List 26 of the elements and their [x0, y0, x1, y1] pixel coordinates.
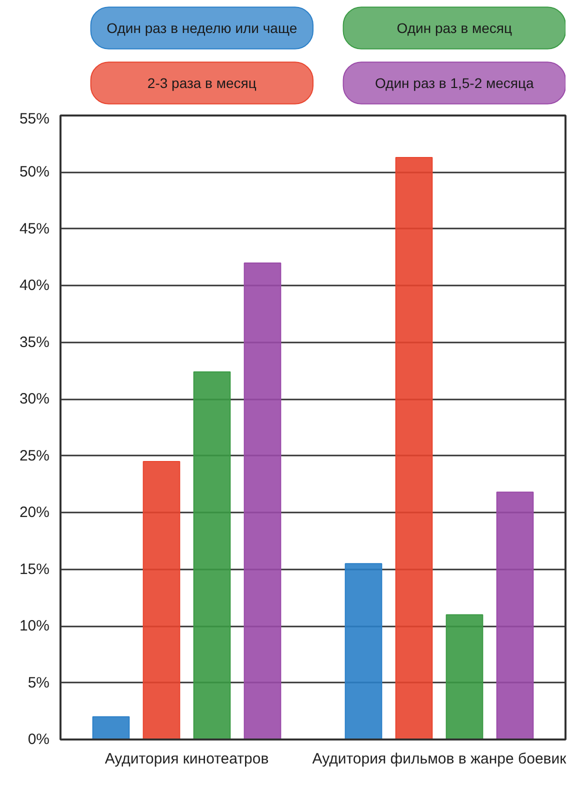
y-tick-label: 30% [19, 390, 50, 408]
x-tick-label: Аудитория кинотеатров [104, 750, 269, 768]
bar [395, 156, 433, 740]
y-tick-label: 10% [19, 618, 50, 635]
y-tick-label: 35% [19, 334, 50, 351]
y-tick-label: 55% [19, 110, 50, 128]
y-tick-label: 50% [19, 164, 50, 181]
bar [244, 262, 282, 740]
bar [142, 461, 180, 740]
y-tick-label: 0% [28, 731, 50, 748]
text: Один раз в неделю или чаще [106, 20, 298, 36]
y-tick-label: 45% [19, 220, 50, 238]
y-tick-label: 5% [28, 674, 50, 692]
y-tick-label: 15% [19, 560, 50, 578]
y-tick-label: 40% [19, 277, 50, 294]
text: Один раз в месяц [396, 20, 512, 36]
bar [446, 614, 484, 740]
text: 2-3 раза в месяц [147, 75, 256, 91]
bar [344, 563, 382, 740]
bar [496, 492, 534, 740]
bar [193, 371, 231, 740]
x-tick-label: Аудитория фильмов в жанре боевик [312, 750, 567, 768]
y-tick-label: 20% [19, 504, 50, 522]
y-tick-label: 25% [19, 447, 50, 464]
text: Один раз в 1,5-2 месяца [374, 75, 534, 91]
bar [92, 716, 130, 740]
